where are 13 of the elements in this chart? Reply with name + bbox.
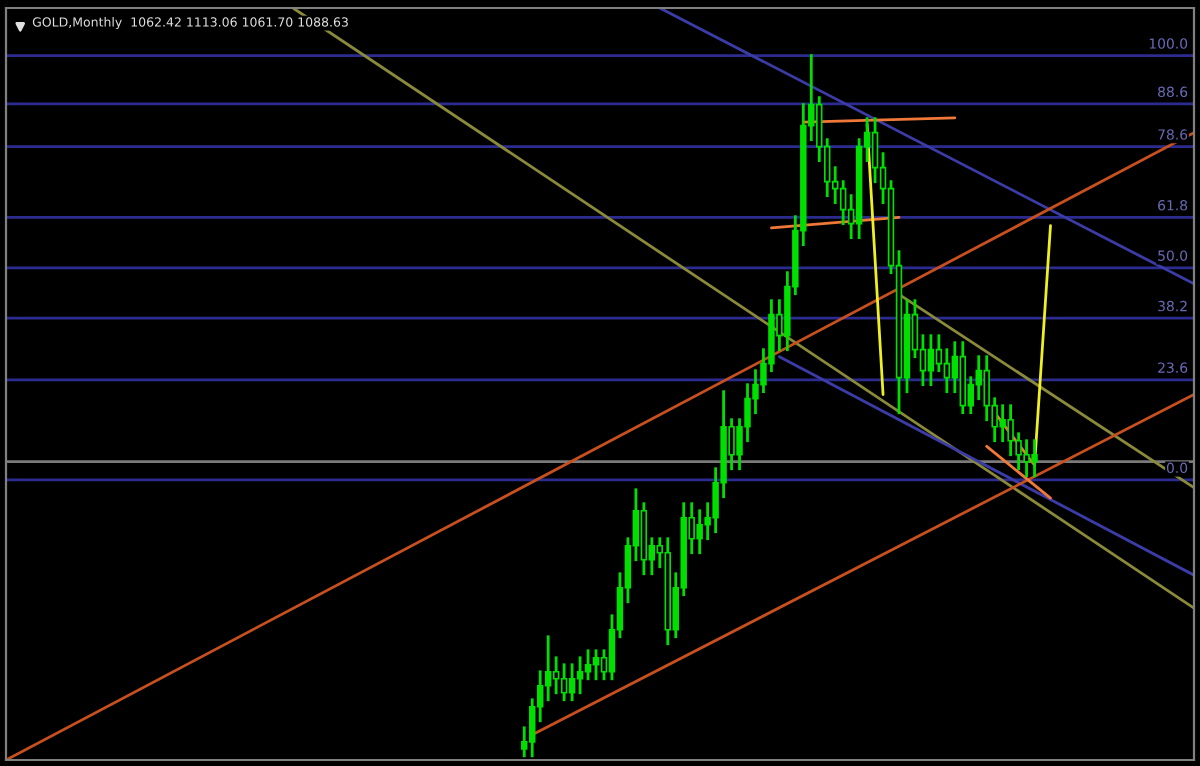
candlestick [943, 348, 951, 394]
candlestick [560, 663, 568, 702]
candlestick [999, 404, 1006, 443]
candlestick [927, 334, 935, 387]
candlestick [696, 509, 703, 555]
candlestick [871, 117, 879, 184]
candlestick [568, 663, 576, 702]
candlestick [552, 656, 560, 695]
candlestick [1031, 439, 1038, 478]
candlestick [576, 656, 584, 695]
candlestick [1023, 439, 1030, 478]
candlestick [584, 649, 592, 681]
candlestick [592, 649, 600, 681]
